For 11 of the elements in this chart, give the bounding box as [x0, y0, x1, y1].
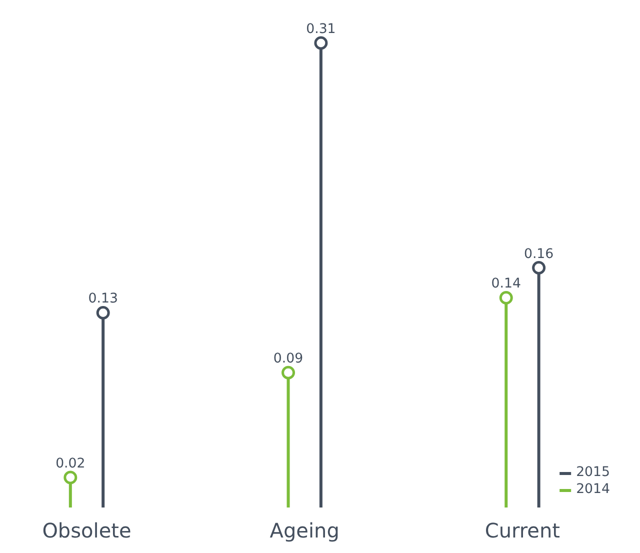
x-tick-label: Obsolete	[42, 518, 132, 542]
x-tick-label: Ageing	[270, 518, 340, 542]
x-tick-label: Current	[484, 518, 560, 542]
data-label: 0.13	[88, 292, 118, 307]
data-label: 0.14	[491, 276, 521, 292]
legend-label: 2015	[576, 465, 610, 480]
data-label: 0.31	[306, 22, 336, 38]
legend-label: 2014	[576, 482, 610, 497]
data-label: 0.02	[56, 456, 86, 472]
data-label: 0.09	[273, 352, 304, 367]
data-label: 0.16	[524, 246, 554, 262]
